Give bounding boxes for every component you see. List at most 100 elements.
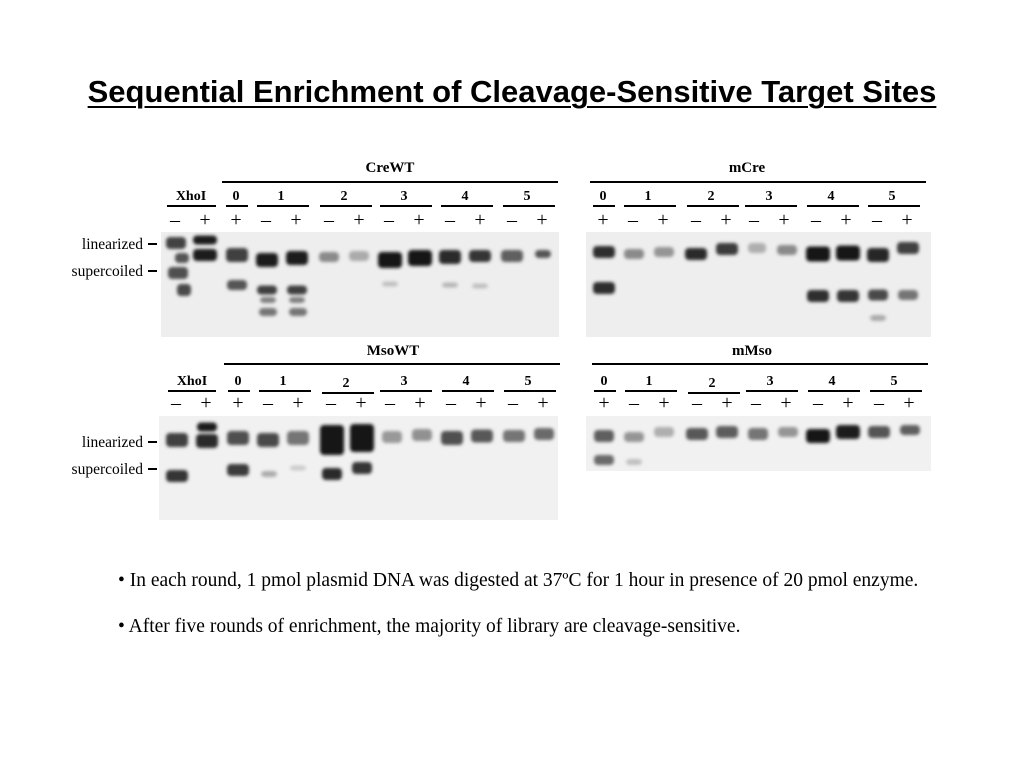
- gel-band: [412, 429, 432, 441]
- gel-band: [777, 245, 797, 255]
- panel-title-mcre: mCre: [729, 160, 766, 176]
- gel-band: [168, 267, 188, 279]
- gel-band: [442, 282, 458, 288]
- round-3-label: 3: [401, 374, 408, 389]
- round-5-label: 5: [891, 374, 898, 389]
- round-4-minus: –: [445, 392, 457, 414]
- round-2-label: 2: [708, 189, 715, 204]
- round-4-plus: +: [840, 209, 851, 231]
- gel-band: [226, 248, 248, 262]
- round-0-plus: +: [598, 392, 609, 414]
- round-0-plus: +: [232, 392, 243, 414]
- round-4-plus: +: [842, 392, 853, 414]
- round-0-label: 0: [601, 374, 608, 389]
- gel-band: [289, 297, 305, 303]
- gel-band: [441, 431, 463, 445]
- xhoi-plus: +: [200, 392, 211, 414]
- gel-band: [378, 252, 402, 268]
- gel-band: [471, 429, 493, 443]
- round-1-plus: +: [657, 209, 668, 231]
- gel-band: [320, 425, 344, 455]
- gel-band: [867, 248, 889, 262]
- round-3-minus: –: [384, 392, 396, 414]
- gel-band: [716, 243, 738, 255]
- round-2-minus: –: [691, 392, 703, 414]
- round-2-plus: +: [721, 392, 732, 414]
- panel-title-msowt: MsoWT: [367, 343, 420, 359]
- gel-band: [193, 235, 217, 245]
- round-5-plus: +: [903, 392, 914, 414]
- gel-band: [593, 282, 615, 294]
- gel-band: [287, 285, 307, 295]
- gel-band: [898, 290, 918, 300]
- round-2-label: 2: [341, 189, 348, 204]
- round-4-minus: –: [444, 209, 456, 231]
- gel-band: [594, 455, 614, 465]
- round-1-label: 1: [645, 189, 652, 204]
- gel-band: [382, 431, 402, 443]
- gel-band: [322, 468, 342, 480]
- gel-band: [806, 429, 830, 443]
- gel-band: [716, 426, 738, 438]
- round-1-plus: +: [292, 392, 303, 414]
- gel-band: [290, 465, 306, 471]
- gel-band: [289, 308, 307, 316]
- gel-band: [352, 462, 372, 474]
- gel-band: [837, 290, 859, 302]
- gel-band: [319, 252, 339, 262]
- round-1-minus: –: [627, 209, 639, 231]
- linearized-label: linearized: [82, 434, 143, 451]
- gel-band: [870, 315, 886, 321]
- bullet-item: • After five rounds of enrichment, the m…: [118, 616, 741, 637]
- gel-band: [836, 245, 860, 261]
- gel-band: [897, 242, 919, 254]
- round-5-minus: –: [506, 209, 518, 231]
- round-1-minus: –: [628, 392, 640, 414]
- bullet-list: • In each round, 1 pmol plasmid DNA was …: [118, 558, 978, 650]
- round-4-plus: +: [475, 392, 486, 414]
- gel-band: [257, 433, 279, 447]
- gel-band: [501, 250, 523, 262]
- round-1-label: 1: [646, 374, 653, 389]
- round-3-plus: +: [778, 209, 789, 231]
- gel-image-mmso: [586, 416, 931, 471]
- gel-band: [806, 246, 830, 262]
- xhoi-minus: –: [170, 392, 182, 414]
- round-5-plus: +: [536, 209, 547, 231]
- gel-image-crewt: [161, 232, 559, 337]
- round-4-label: 4: [828, 189, 835, 204]
- gel-band: [624, 249, 644, 259]
- gel-band: [350, 424, 374, 452]
- round-0-plus: +: [230, 209, 241, 231]
- round-5-plus: +: [537, 392, 548, 414]
- round-3-plus: +: [414, 392, 425, 414]
- round-2-label: 2: [709, 376, 716, 391]
- xhoi-plus: +: [199, 209, 210, 231]
- gel-band: [503, 430, 525, 442]
- supercoiled-label: supercoiled: [72, 263, 144, 280]
- gel-band: [594, 430, 614, 442]
- gel-band: [177, 284, 191, 296]
- panel-title-crewt: CreWT: [366, 160, 415, 176]
- round-0-label: 0: [233, 189, 240, 204]
- round-1-label: 1: [280, 374, 287, 389]
- gel-band: [286, 251, 308, 265]
- gel-band: [439, 250, 461, 264]
- round-3-minus: –: [748, 209, 760, 231]
- gel-band: [686, 428, 708, 440]
- round-3-plus: +: [413, 209, 424, 231]
- round-1-plus: +: [290, 209, 301, 231]
- gel-band: [900, 425, 920, 435]
- gel-band: [593, 246, 615, 258]
- round-5-minus: –: [507, 392, 519, 414]
- round-0-label: 0: [235, 374, 242, 389]
- round-4-label: 4: [462, 189, 469, 204]
- gel-band: [260, 297, 276, 303]
- round-2-label: 2: [343, 376, 350, 391]
- round-3-minus: –: [383, 209, 395, 231]
- xhoi-minus: –: [169, 209, 181, 231]
- gel-band: [175, 253, 189, 263]
- gel-band: [193, 249, 217, 261]
- round-3-minus: –: [750, 392, 762, 414]
